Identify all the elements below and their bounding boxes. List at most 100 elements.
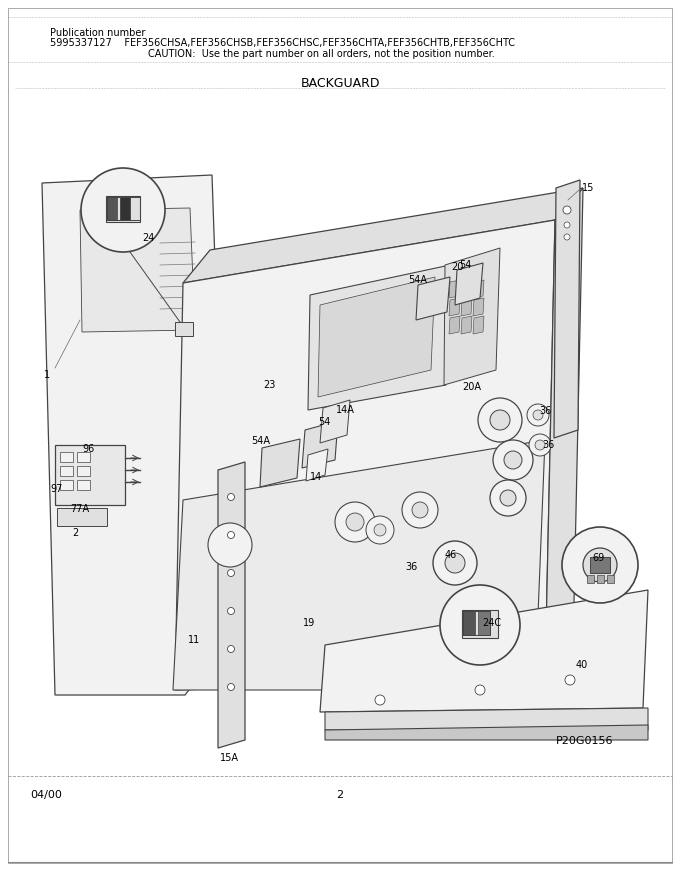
Bar: [587, 575, 594, 583]
Text: BACKGUARD: BACKGUARD: [301, 77, 379, 90]
Polygon shape: [306, 449, 328, 481]
Circle shape: [346, 513, 364, 531]
Text: 15A: 15A: [220, 753, 239, 763]
Text: 96: 96: [82, 444, 95, 454]
Circle shape: [375, 695, 385, 705]
Text: 36: 36: [405, 562, 418, 572]
Polygon shape: [449, 280, 460, 298]
Bar: [60, 480, 73, 490]
Text: Publication number: Publication number: [50, 28, 146, 38]
Text: 1: 1: [44, 370, 50, 380]
Circle shape: [228, 494, 235, 501]
Polygon shape: [473, 316, 484, 334]
Polygon shape: [318, 277, 435, 397]
Bar: [120, 197, 130, 220]
Text: 36: 36: [539, 406, 551, 416]
Circle shape: [228, 531, 235, 538]
Text: 77A: 77A: [70, 504, 89, 514]
Circle shape: [564, 234, 570, 240]
Polygon shape: [325, 708, 648, 730]
Bar: [60, 452, 73, 462]
Polygon shape: [416, 277, 450, 320]
Polygon shape: [461, 280, 472, 298]
Polygon shape: [545, 188, 583, 680]
Polygon shape: [320, 400, 350, 443]
Circle shape: [208, 523, 252, 567]
Circle shape: [500, 490, 516, 506]
Text: 54: 54: [318, 417, 330, 427]
Circle shape: [402, 492, 438, 528]
Bar: [462, 610, 498, 638]
Circle shape: [228, 570, 235, 577]
Polygon shape: [260, 439, 300, 487]
Bar: [77, 452, 90, 462]
Circle shape: [490, 480, 526, 516]
Text: 2: 2: [72, 528, 78, 538]
Polygon shape: [175, 220, 555, 690]
Circle shape: [527, 404, 549, 426]
Circle shape: [374, 524, 386, 536]
Text: 5995337127    FEF356CHSA,FEF356CHSB,FEF356CHSC,FEF356CHTA,FEF356CHTB,FEF356CHTC: 5995337127 FEF356CHSA,FEF356CHSB,FEF356C…: [50, 38, 515, 48]
Bar: [175, 322, 193, 336]
Circle shape: [445, 553, 465, 573]
Bar: [77, 466, 90, 476]
Text: 24C: 24C: [482, 618, 501, 628]
Bar: [107, 197, 117, 220]
Polygon shape: [473, 298, 484, 316]
Text: 14: 14: [310, 472, 322, 482]
Bar: [107, 197, 140, 220]
Circle shape: [533, 410, 543, 420]
Circle shape: [583, 548, 617, 582]
Circle shape: [440, 585, 520, 665]
Circle shape: [535, 440, 545, 450]
Bar: [57, 508, 107, 526]
Polygon shape: [218, 462, 245, 748]
Bar: [106, 196, 140, 222]
Text: 20: 20: [451, 262, 463, 272]
Polygon shape: [449, 316, 460, 334]
Text: 19: 19: [303, 618, 316, 628]
Circle shape: [228, 684, 235, 691]
Polygon shape: [42, 175, 228, 695]
Text: 2: 2: [337, 790, 343, 800]
Polygon shape: [449, 298, 460, 316]
Polygon shape: [183, 188, 583, 283]
Text: 97: 97: [50, 484, 63, 494]
Polygon shape: [325, 725, 648, 740]
Polygon shape: [302, 421, 338, 468]
Text: 54A: 54A: [251, 436, 270, 446]
Polygon shape: [461, 298, 472, 316]
Polygon shape: [80, 208, 195, 332]
Circle shape: [81, 168, 165, 252]
Circle shape: [228, 607, 235, 615]
Circle shape: [562, 527, 638, 603]
Text: CAUTION:  Use the part number on all orders, not the position number.: CAUTION: Use the part number on all orde…: [148, 49, 495, 59]
Text: 23: 23: [263, 380, 275, 390]
Polygon shape: [455, 263, 483, 305]
Text: 54A: 54A: [408, 275, 427, 285]
Text: 04/00: 04/00: [30, 790, 62, 800]
Bar: [607, 575, 614, 583]
Text: 54: 54: [459, 260, 471, 270]
Bar: [597, 575, 604, 583]
Text: 14A: 14A: [336, 405, 355, 415]
Circle shape: [565, 675, 575, 685]
Text: 46: 46: [445, 550, 457, 560]
Polygon shape: [444, 248, 500, 385]
Text: 15: 15: [582, 183, 594, 193]
Circle shape: [504, 451, 522, 469]
Circle shape: [366, 516, 394, 544]
Text: P20G0156: P20G0156: [556, 736, 613, 746]
Bar: [463, 611, 475, 635]
Circle shape: [529, 434, 551, 456]
Circle shape: [475, 685, 485, 695]
Bar: [60, 466, 73, 476]
Polygon shape: [473, 280, 484, 298]
Circle shape: [490, 410, 510, 430]
Circle shape: [493, 440, 533, 480]
Text: 11: 11: [188, 635, 200, 645]
Bar: [478, 611, 490, 635]
Text: 36: 36: [542, 440, 554, 450]
Circle shape: [433, 541, 477, 585]
Circle shape: [335, 502, 375, 542]
